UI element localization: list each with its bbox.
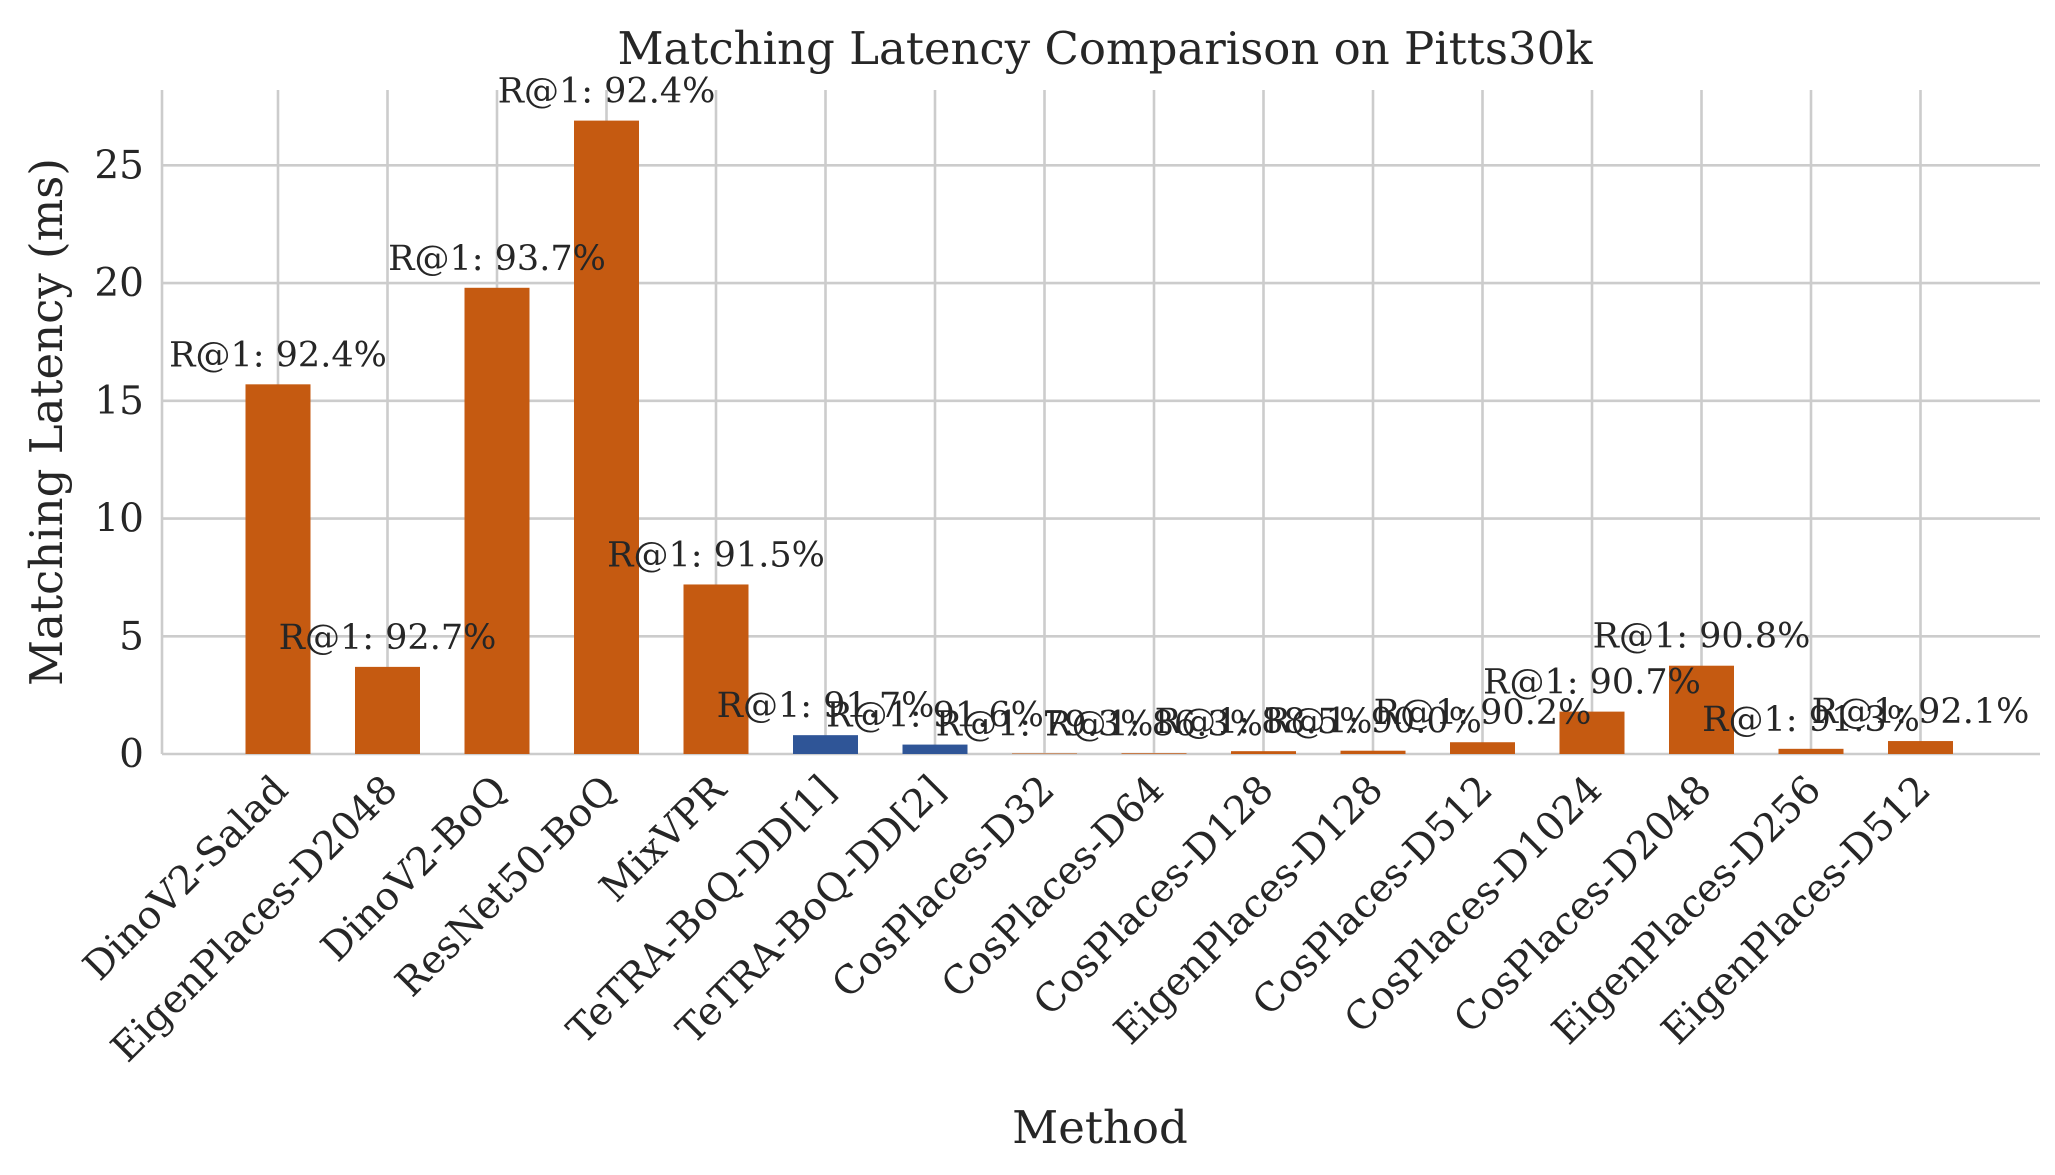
bar [1121, 753, 1187, 754]
y-tick-label: 20 [94, 261, 144, 306]
y-tick-label: 15 [94, 379, 144, 424]
bar-value-label: R@1: 92.7% [279, 618, 497, 658]
bar-value-label: R@1: 86.3% [1045, 704, 1263, 744]
bar [793, 735, 858, 754]
bar [464, 287, 530, 754]
x-axis-title: Method [1012, 1101, 1188, 1154]
bar [1340, 750, 1406, 754]
y-tick-label: 25 [94, 143, 144, 188]
bar [1778, 748, 1844, 754]
bar [1450, 742, 1515, 754]
bar [1231, 751, 1296, 754]
bar [683, 584, 749, 754]
chart-title: Matching Latency Comparison on Pitts30k [617, 22, 1593, 75]
bar-value-label: R@1: 91.5% [607, 535, 825, 575]
bar [1012, 753, 1077, 754]
bar [355, 666, 420, 754]
bar-value-label: R@1: 91.7% [717, 686, 935, 726]
bar-value-label: R@1: 91.3% [1702, 700, 1920, 740]
bar [902, 744, 968, 754]
bar-value-label: R@1: 90.2% [1374, 693, 1592, 733]
bar-value-label: R@1: 92.1% [1812, 692, 2030, 732]
bar-value-label: R@1: 93.7% [388, 239, 606, 279]
bar-value-label: R@1: 92.4% [169, 335, 387, 375]
bar-value-label: R@1: 91.6% [826, 696, 1044, 736]
bar-value-label: R@1: 92.4% [498, 72, 716, 112]
bar [245, 384, 311, 754]
label-layer: R@1: 92.4% R@1: 92.7% R@1: 93.7% R@1: 92.4%… [169, 72, 2029, 745]
bar-value-label: R@1: 90.7% [1483, 663, 1701, 703]
bar-layer [245, 120, 1953, 755]
y-axis-title: Matching Latency (ms) [20, 158, 73, 686]
y-tick-label: 5 [119, 614, 144, 659]
y-tick-label: 0 [119, 732, 144, 777]
bar [1669, 665, 1734, 754]
bar-value-label: R@1: 90.8% [1593, 617, 1811, 657]
bar-value-label: R@1: 90.0% [1264, 702, 1482, 742]
bar [1559, 711, 1625, 754]
bar [574, 120, 639, 755]
bar [1888, 741, 1953, 754]
bar-value-label: R@1: 79.3% [936, 705, 1154, 745]
grid-layer [162, 90, 2040, 756]
bar-value-label: R@1: 88.5% [1155, 702, 1373, 742]
y-tick-label: 10 [94, 497, 144, 542]
